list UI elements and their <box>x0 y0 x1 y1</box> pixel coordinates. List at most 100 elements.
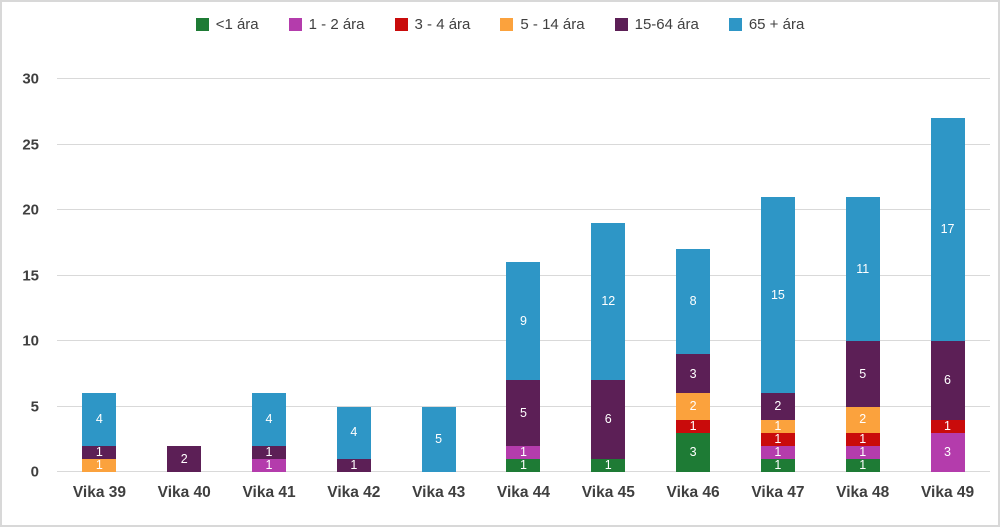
bar-segment: 1 <box>676 419 711 433</box>
segment-value-label: 8 <box>689 294 697 309</box>
x-axis-tick-label: Vika 39 <box>72 484 126 501</box>
bar-segment: 3 <box>930 432 965 472</box>
segment-value-label: 11 <box>856 261 870 276</box>
legend-swatch-icon <box>500 18 514 31</box>
bar-segment: 1 <box>336 458 371 472</box>
stacked-bar: 5 <box>421 406 456 472</box>
bar-segment: 17 <box>930 118 965 342</box>
bar-segment: 12 <box>591 223 626 381</box>
bar-segment: 5 <box>421 406 456 472</box>
legend-item: <1 ára <box>195 16 259 33</box>
stacked-bar: 1 1 1 2 5 11 <box>845 196 880 473</box>
segment-value-label: 5 <box>859 366 867 381</box>
segment-value-label: 2 <box>180 451 188 466</box>
gridline <box>57 78 990 79</box>
stacked-bar: 2 <box>167 445 202 472</box>
legend-label: 15-64 ára <box>634 16 699 33</box>
bar-segment: 9 <box>506 262 541 381</box>
legend-swatch-icon <box>195 18 209 31</box>
x-axis-tick-label: Vika 41 <box>242 484 296 501</box>
segment-value-label: 1 <box>859 458 867 473</box>
segment-value-label: 2 <box>774 399 782 414</box>
segment-value-label: 17 <box>940 222 955 237</box>
stacked-bar: 3 1 2 3 8 <box>676 249 711 472</box>
legend-item: 15-64 ára <box>614 16 699 33</box>
y-axis-tick-label: 25 <box>22 136 39 153</box>
bar-segment: 1 <box>760 458 795 473</box>
bar-segment: 4 <box>252 393 287 446</box>
bar-column: 5 <box>396 79 481 472</box>
bar-segment: 11 <box>845 196 880 342</box>
segment-value-label: 5 <box>435 432 443 446</box>
bar-segment: 2 <box>167 445 202 472</box>
bar-segment: 1 <box>252 445 287 459</box>
segment-value-label: 2 <box>859 412 867 427</box>
legend-item: 65 + ára <box>728 16 805 33</box>
bar-column: 3 1 6 17 <box>905 79 990 472</box>
bar-segment: 1 <box>82 445 117 459</box>
x-axis-labels: Vika 39 Vika 40 Vika 41 Vika 42 Vika 43 Vika … <box>57 484 990 502</box>
y-axis-tick-label: 20 <box>22 201 39 219</box>
bars-container: 1 1 4 2 1 1 4 1 4 5 1 1 5 9 1 6 12 3 1 2 3 8 1 1 1 1 2 15 1 1 1 2 5 11 3 1 6… <box>57 79 990 472</box>
segment-value-label: 1 <box>944 418 951 433</box>
y-axis-tick-label: 15 <box>22 267 39 284</box>
bar-segment: 15 <box>760 196 795 394</box>
legend-item: 1 - 2 ára <box>288 16 365 33</box>
bar-segment: 4 <box>82 393 117 446</box>
bar-segment: 1 <box>591 458 626 472</box>
segment-value-label: 2 <box>689 399 697 414</box>
stacked-bar: 3 1 6 17 <box>930 118 965 472</box>
x-axis-tick-label: Vika 42 <box>327 484 381 501</box>
bar-segment: 6 <box>591 380 626 459</box>
legend-swatch-icon <box>614 18 628 31</box>
bar-segment: 1 <box>845 458 880 473</box>
legend-label: <1 ára <box>215 16 259 33</box>
y-axis-tick-label: 10 <box>22 332 39 350</box>
bar-segment: 2 <box>760 393 795 420</box>
segment-value-label: 1 <box>774 418 782 433</box>
x-axis-tick-label: Vika 49 <box>920 484 975 501</box>
segment-value-label: 6 <box>944 373 951 388</box>
gridline <box>57 143 990 145</box>
segment-value-label: 5 <box>519 405 527 420</box>
stacked-bar: 1 6 12 <box>591 223 626 472</box>
bar-column: 1 1 1 2 5 11 <box>820 79 905 472</box>
plot-area: 1 1 4 2 1 1 4 1 4 5 1 1 5 9 1 6 12 3 1 2 3 8 1 1 1 1 2 15 1 1 1 2 5 11 3 1 6… <box>57 78 990 472</box>
segment-value-label: 1 <box>519 445 527 460</box>
y-axis-labels: 0 5 10 15 20 25 30 <box>2 71 47 481</box>
legend-item: 3 - 4 ára <box>394 16 470 33</box>
bar-segment: 1 <box>82 458 117 473</box>
y-axis-tick-label: 30 <box>22 70 39 88</box>
bar-segment: 1 <box>252 458 287 473</box>
bar-segment: 4 <box>336 406 371 459</box>
legend-swatch-icon <box>394 18 408 31</box>
bar-segment: 5 <box>845 341 880 407</box>
bar-segment: 2 <box>676 393 711 420</box>
segment-value-label: 1 <box>519 458 527 473</box>
segment-value-label: 1 <box>265 458 273 473</box>
segment-value-label: 1 <box>859 445 867 460</box>
segment-value-label: 3 <box>944 445 951 460</box>
x-axis-tick-label: Vika 40 <box>157 484 211 501</box>
segment-value-label: 1 <box>859 432 867 447</box>
segment-value-label: 1 <box>774 458 782 473</box>
legend-swatch-icon <box>288 18 302 31</box>
segment-value-label: 15 <box>770 287 785 302</box>
segment-value-label: 6 <box>604 412 612 427</box>
x-axis-tick-label: Vika 44 <box>496 484 551 501</box>
segment-value-label: 4 <box>350 425 358 440</box>
bar-segment: 1 <box>845 445 880 460</box>
legend-label: 65 + ára <box>748 16 805 33</box>
bar-column: 1 1 1 1 2 15 <box>736 79 821 472</box>
bar-column: 2 <box>142 79 227 472</box>
segment-value-label: 1 <box>95 458 103 473</box>
bar-column: 3 1 2 3 8 <box>651 79 736 472</box>
bar-segment: 3 <box>676 432 711 472</box>
bar-segment: 3 <box>676 354 711 394</box>
